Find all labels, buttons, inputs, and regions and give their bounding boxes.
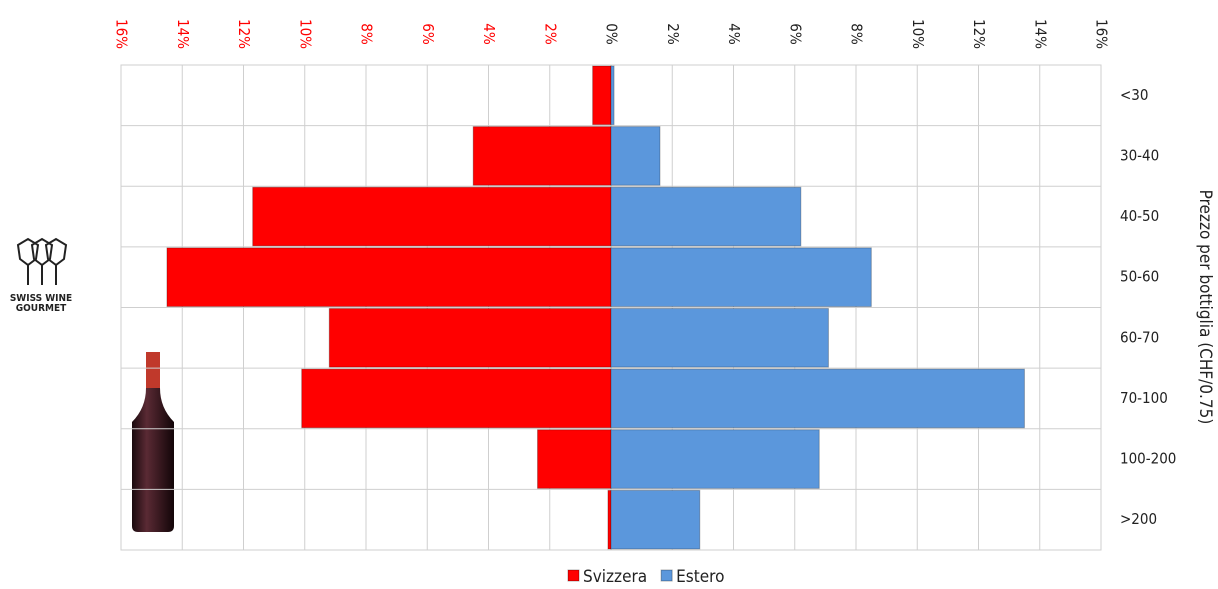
x-tick-label: 12% [970,19,988,49]
legend-swatch [660,569,673,582]
y-axis-label: Prezzo per bottiglia (CHF/0.75) [1195,190,1215,425]
x-tick-label: 4% [480,23,498,45]
bar [537,429,612,489]
bottle-image [132,352,174,532]
legend-swatch [567,569,580,582]
bar [610,368,1025,429]
y-tick-label: 70-100 [1120,389,1168,407]
bar [301,368,612,429]
bar [610,126,661,186]
x-tick-label: 14% [1031,19,1049,49]
x-tick-label: 10% [296,19,314,49]
x-tick-label: 8% [358,23,376,45]
x-tick-label: 14% [174,19,192,49]
x-tick-label: 12% [235,19,253,49]
bar [610,489,701,550]
logo-text: GOURMET [16,303,67,314]
y-tick-label: <30 [1120,86,1148,104]
bar [592,65,612,126]
legend-label: Svizzera [583,567,647,585]
bar [252,186,612,247]
bar [610,429,820,489]
bar [328,308,612,368]
x-tick-label: 6% [419,23,437,45]
x-tick-label: 6% [786,23,804,45]
legend-label: Estero [676,567,724,585]
y-tick-label: 50-60 [1120,268,1159,286]
bar [610,65,615,126]
x-tick-label: 2% [541,23,559,45]
y-tick-label: >200 [1120,510,1157,528]
logo: SWISS WINE GOURMET [10,237,72,314]
x-tick-label: 2% [664,23,682,45]
y-tick-label: 30-40 [1120,146,1159,164]
y-tick-label: 60-70 [1120,328,1159,346]
bar [610,247,872,307]
bar [472,126,612,186]
logo-text: SWISS WINE [10,293,72,304]
x-tick-label: 0% [603,23,621,45]
y-tick-label: 100-200 [1120,450,1176,468]
x-tick-label: 16% [1093,19,1111,49]
x-tick-label: 16% [113,19,131,49]
bar [166,247,612,307]
x-tick-label: 10% [909,19,927,49]
x-tick-label: 4% [725,23,743,45]
bar [610,186,802,247]
x-tick-label: 8% [848,23,866,45]
bar [610,308,829,368]
y-tick-label: 40-50 [1120,207,1159,225]
